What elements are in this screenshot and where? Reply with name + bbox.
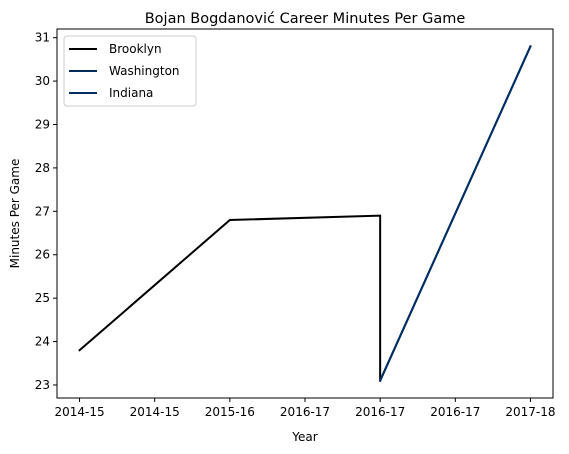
x-axis: 2014-15 2014-15 2015-16 2016-17 2016-17 2016-… (54, 398, 556, 419)
y-axis: 23 24 25 26 27 28 29 30 31 (35, 31, 57, 392)
series-line-indiana (378, 45, 532, 382)
x-tick-label: 2017-18 (505, 405, 555, 419)
x-axis-label: Year (291, 430, 317, 444)
legend-box (63, 35, 197, 107)
y-tick-label: 27 (35, 204, 50, 218)
legend-label-brooklyn: Brooklyn (109, 42, 162, 56)
series-line-brooklyn (78, 214, 382, 382)
y-tick-label: 25 (35, 291, 50, 305)
x-tick-label: 2014-15 (130, 405, 180, 419)
legend-label-washington: Washington (109, 64, 180, 78)
x-tick-label: 2016-17 (355, 405, 405, 419)
y-tick-label: 24 (35, 335, 50, 349)
x-tick-label: 2014-15 (54, 405, 104, 419)
x-tick-label: 2015-16 (205, 405, 255, 419)
y-tick-label: 26 (35, 248, 50, 262)
y-tick-label: 29 (35, 118, 50, 132)
y-axis-label: Minutes Per Game (8, 159, 22, 269)
y-tick-label: 31 (35, 31, 50, 45)
legend: Brooklyn Washington Indiana (63, 35, 197, 107)
y-tick-label: 30 (35, 74, 50, 88)
x-tick-label: 2016-17 (430, 405, 480, 419)
x-tick-label: 2016-17 (280, 405, 330, 419)
chart-title: Bojan Bogdanović Career Minutes Per Game (145, 11, 466, 27)
legend-label-indiana: Indiana (109, 86, 153, 100)
y-tick-label: 23 (35, 378, 50, 392)
y-tick-label: 28 (35, 161, 50, 175)
plot-area (78, 45, 532, 382)
